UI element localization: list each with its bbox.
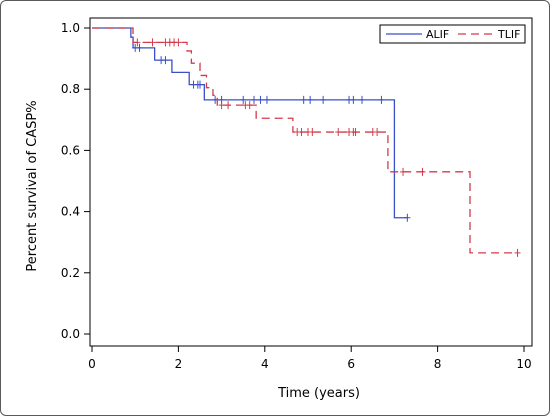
censor-mark (298, 128, 305, 137)
series-alif (92, 27, 411, 222)
y-axis-ticks: 0.0 0.2 0.4 0.6 0.8 1.0 (61, 21, 90, 341)
censor-mark (257, 95, 264, 104)
y-tick-label: 0.8 (61, 82, 80, 96)
plot-area (89, 17, 533, 347)
censor-mark (136, 43, 143, 52)
censor-mark (307, 95, 314, 104)
survival-line-alif (92, 27, 408, 219)
censor-mark (374, 128, 381, 137)
censor-mark (335, 128, 342, 137)
x-tick-label: 2 (175, 357, 183, 371)
x-axis-ticks: 0 2 4 6 8 10 (88, 346, 532, 371)
y-tick-label: 0.2 (61, 266, 80, 280)
legend-label-tlif: TLIF (497, 28, 520, 41)
censor-mark (197, 80, 203, 89)
x-tick-label: 4 (261, 357, 269, 371)
censor-mark (218, 101, 225, 110)
censor-mark (251, 95, 257, 104)
legend-label-alif: ALIF (426, 28, 449, 41)
censor-mark (240, 95, 247, 104)
censor-mark (419, 167, 426, 176)
censor-mark (350, 95, 357, 104)
legend-box (379, 24, 526, 44)
y-tick-label: 0.4 (61, 205, 80, 219)
censor-mark (404, 213, 411, 222)
censor-mark (149, 38, 156, 47)
y-tick-label: 0.6 (61, 143, 80, 157)
censor-mark (352, 128, 359, 137)
censor-mark (309, 128, 316, 137)
censor-mark (134, 38, 141, 47)
censor-mark (225, 101, 232, 110)
censor-mark (263, 95, 270, 104)
censor-mark (246, 101, 253, 110)
y-tick-label: 0.0 (61, 327, 80, 341)
legend: ALIF TLIF (379, 24, 526, 44)
censor-mark (320, 95, 327, 104)
y-axis-title: Percent survival of CASP% (25, 100, 40, 271)
censor-mark (175, 38, 182, 47)
series-layer (92, 27, 521, 257)
survival-line-tlif (92, 27, 518, 254)
censor-mark (378, 95, 385, 104)
series-tlif (92, 27, 521, 257)
censor-mark (514, 248, 521, 257)
censor-mark (162, 56, 169, 65)
y-tick-label: 1.0 (61, 21, 80, 35)
censor-mark (359, 95, 365, 104)
x-tick-label: 0 (88, 357, 96, 371)
x-axis-title: Time (years) (277, 386, 360, 401)
x-tick-label: 8 (434, 357, 442, 371)
x-tick-label: 10 (516, 357, 531, 371)
x-tick-label: 6 (347, 357, 355, 371)
censor-mark (300, 95, 307, 104)
censor-mark (400, 167, 407, 176)
